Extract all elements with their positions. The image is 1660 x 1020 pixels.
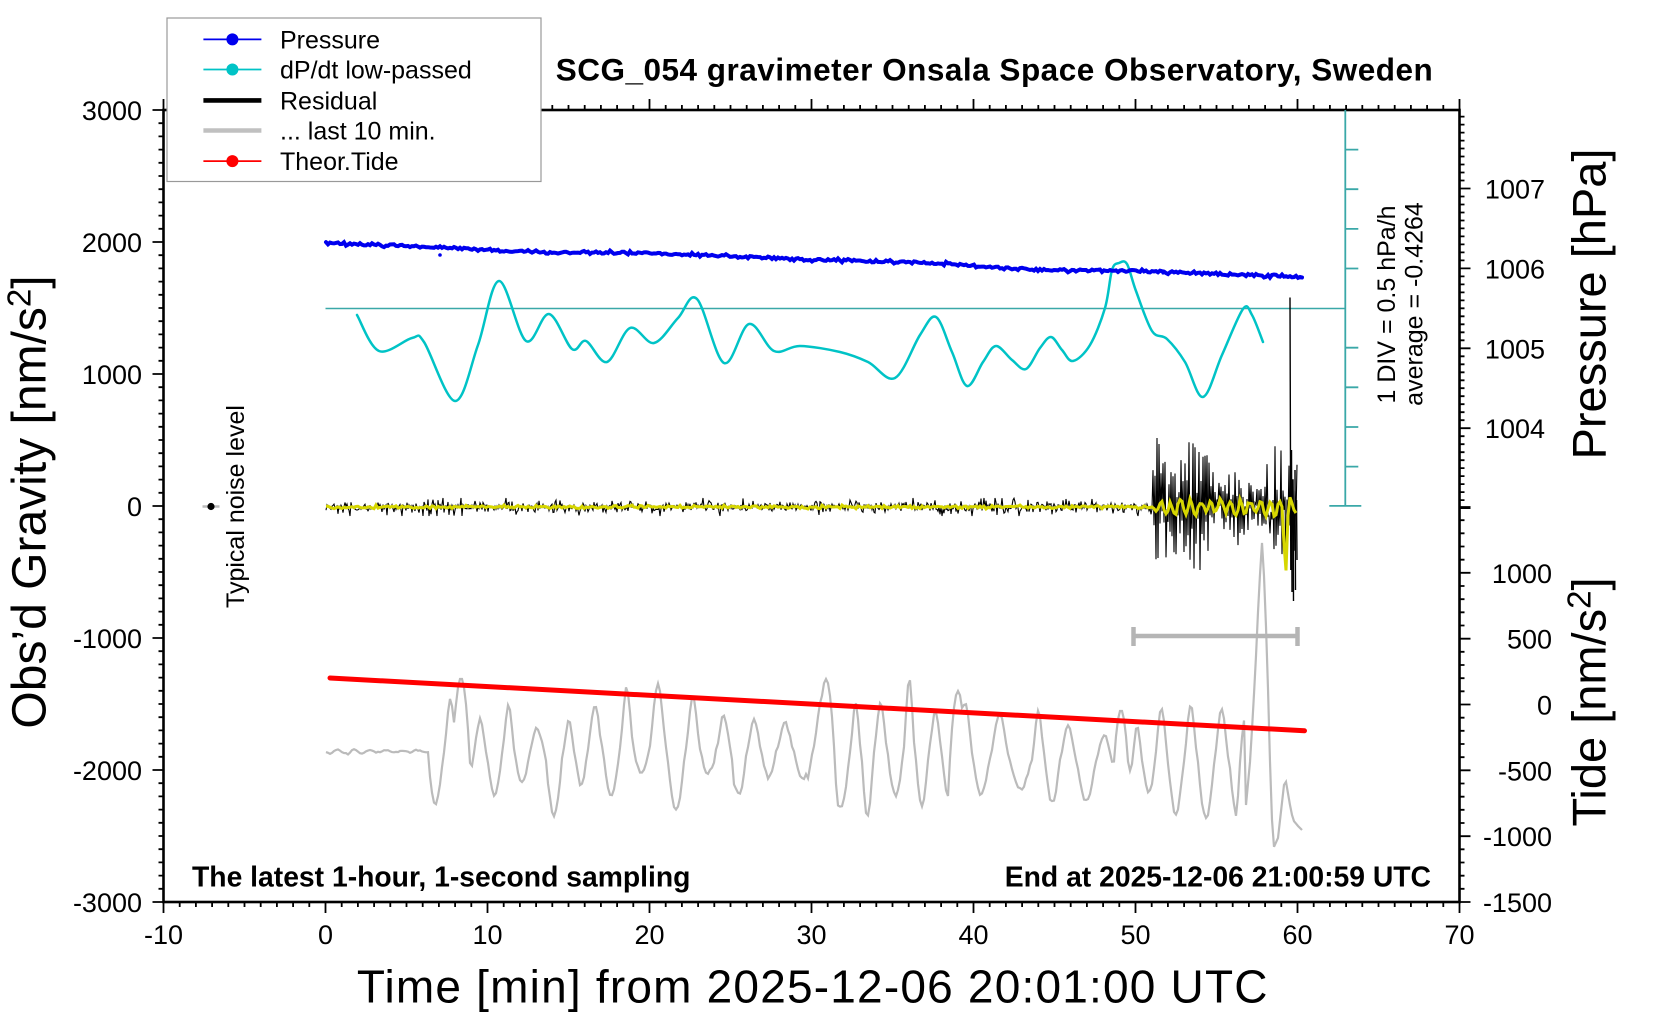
svg-text:3000: 3000 <box>82 96 142 126</box>
svg-text:-3000: -3000 <box>73 888 142 918</box>
svg-text:Tide [nm/s2]: Tide [nm/s2] <box>1561 577 1616 826</box>
svg-text:Theor.Tide: Theor.Tide <box>280 148 399 176</box>
svg-text:The latest 1-hour, 1-second sa: The latest 1-hour, 1-second sampling <box>192 861 690 893</box>
svg-text:500: 500 <box>1507 625 1552 655</box>
svg-text:dP/dt low-passed: dP/dt low-passed <box>280 57 472 85</box>
svg-text:... last 10 min.: ... last 10 min. <box>280 118 436 146</box>
svg-text:-10: -10 <box>144 920 183 950</box>
svg-text:Typical noise level: Typical noise level <box>222 405 250 608</box>
svg-text:20: 20 <box>634 920 664 950</box>
svg-text:1007: 1007 <box>1485 175 1545 205</box>
svg-text:Time [min] from 2025-12-06 20:: Time [min] from 2025-12-06 20:01:00 UTC <box>357 961 1269 1013</box>
svg-text:40: 40 <box>958 920 988 950</box>
svg-text:1000: 1000 <box>82 360 142 390</box>
svg-text:Residual: Residual <box>280 87 377 115</box>
svg-text:10: 10 <box>472 920 502 950</box>
svg-text:Obs’d Gravity [nm/s2]: Obs’d Gravity [nm/s2] <box>1 275 57 728</box>
svg-text:-1000: -1000 <box>73 624 142 654</box>
svg-text:50: 50 <box>1120 920 1150 950</box>
svg-text:1004: 1004 <box>1485 414 1545 444</box>
svg-text:30: 30 <box>796 920 826 950</box>
svg-text:-1000: -1000 <box>1483 822 1552 852</box>
svg-text:60: 60 <box>1282 920 1312 950</box>
svg-text:1 DIV = 0.5 hPa/h: 1 DIV = 0.5 hPa/h <box>1373 205 1401 403</box>
svg-text:2000: 2000 <box>82 228 142 258</box>
svg-text:1005: 1005 <box>1485 334 1545 364</box>
svg-text:0: 0 <box>318 920 333 950</box>
svg-text:1006: 1006 <box>1485 254 1545 284</box>
svg-text:-2000: -2000 <box>73 756 142 786</box>
svg-text:1000: 1000 <box>1492 559 1552 589</box>
svg-text:Pressure: Pressure <box>280 26 380 54</box>
svg-text:0: 0 <box>1537 691 1552 721</box>
svg-text:average = -0.4264: average = -0.4264 <box>1401 202 1429 406</box>
svg-text:-500: -500 <box>1498 756 1552 786</box>
svg-text:Pressure [hPa]: Pressure [hPa] <box>1563 149 1616 460</box>
svg-text:70: 70 <box>1444 920 1474 950</box>
svg-text:End at 2025-12-06 21:00:59 UTC: End at 2025-12-06 21:00:59 UTC <box>1005 861 1431 893</box>
svg-text:0: 0 <box>127 492 142 522</box>
svg-text:SCG_054 gravimeter Onsala Spac: SCG_054 gravimeter Onsala Space Observat… <box>556 51 1434 87</box>
svg-text:-1500: -1500 <box>1483 888 1552 918</box>
